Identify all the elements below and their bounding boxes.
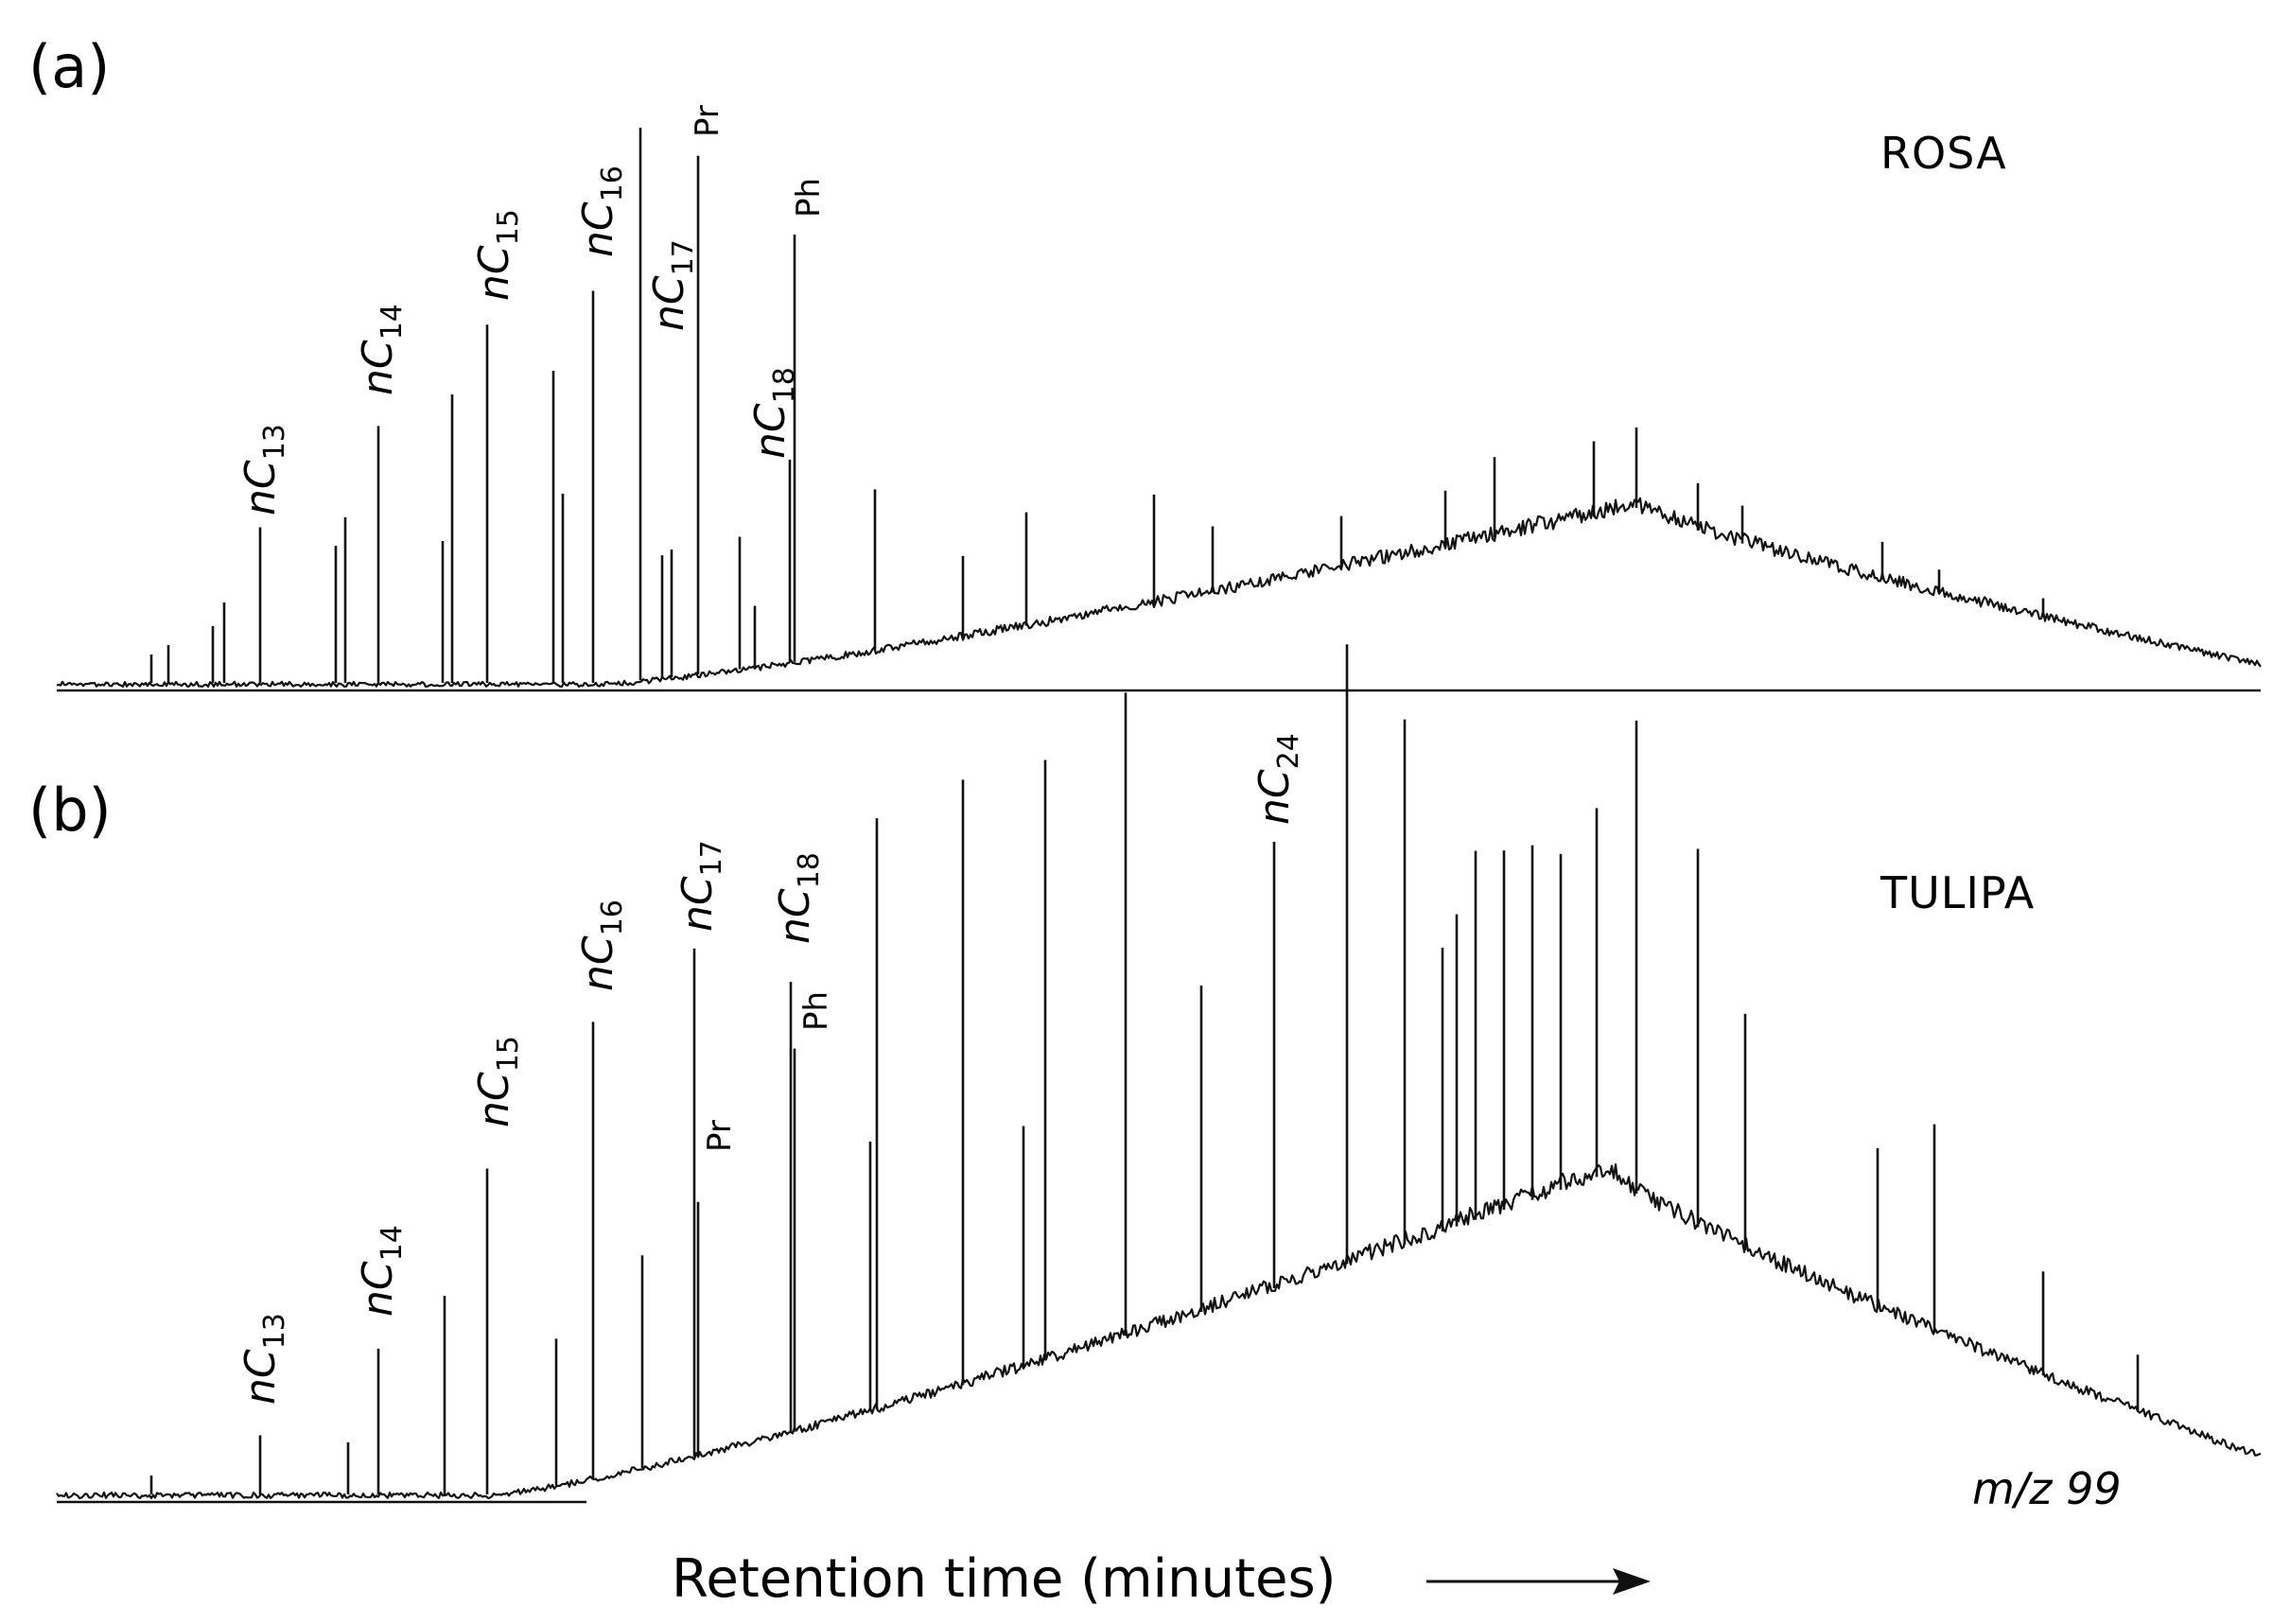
peak-label-a-nc13: nC13 [236, 424, 291, 515]
x-axis-title: Retention time (minutes) [672, 1548, 1337, 1610]
peak-label-a-nc17: nC17 [645, 239, 700, 331]
peak-label-b-nc18: nC18 [771, 852, 826, 944]
panel-a-trace-group [56, 128, 2262, 689]
panel-b-trace-group [56, 644, 2262, 1500]
panel-a: (a) ROSA nC13 nC14 nC15 nC16 nC17 Pr nC1… [28, 32, 2262, 692]
peak-label-a-nc16: nC16 [574, 166, 629, 257]
panel-a-sample-name: ROSA [1880, 128, 2007, 179]
peak-label-b-nc17: nC17 [673, 840, 728, 932]
panel-b: (b) TULIPA nC13 nC14 nC15 nC16 nC17 Pr n… [28, 644, 2262, 1504]
panel-a-letter: (a) [28, 32, 110, 101]
peak-label-b-nc14: nC14 [354, 1225, 409, 1317]
mz-annotation: m/z 99 [1972, 1463, 2122, 1514]
peak-label-b-nc24: nC24 [1250, 733, 1305, 825]
panel-b-letter: (b) [28, 776, 112, 845]
peak-label-a-nc14: nC14 [354, 304, 409, 395]
peak-label-b-pr: Pr [701, 1120, 739, 1152]
peak-label-a-nc15: nC15 [470, 209, 525, 301]
panel-b-sample-name: TULIPA [1880, 867, 2035, 918]
panel-a-baseline-trace [56, 497, 2262, 689]
peak-label-b-nc13: nC13 [236, 1313, 291, 1405]
panel-b-baseline-trace [56, 1163, 2262, 1500]
peak-label-a-pr: Pr [689, 105, 726, 137]
arrow-right-icon [1426, 1568, 1651, 1595]
peak-label-b-ph: Ph [797, 991, 835, 1031]
peak-label-a-nc18: nC18 [746, 367, 801, 459]
peak-label-a-ph: Ph [790, 178, 828, 218]
peak-label-b-nc16: nC16 [574, 899, 629, 991]
peak-label-b-nc15: nC15 [470, 1036, 525, 1127]
